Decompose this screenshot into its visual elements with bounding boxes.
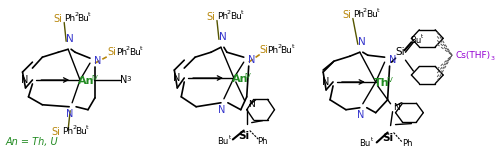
Text: N: N <box>322 77 329 87</box>
Text: N: N <box>388 55 396 65</box>
Text: t: t <box>88 12 90 17</box>
Text: N: N <box>357 110 364 120</box>
Text: 2: 2 <box>363 8 367 13</box>
Text: Th: Th <box>374 78 390 88</box>
Text: N: N <box>66 34 74 44</box>
Text: Bu: Bu <box>218 137 229 146</box>
Text: N: N <box>21 75 28 85</box>
Text: 2: 2 <box>278 44 281 49</box>
Text: N: N <box>358 37 366 47</box>
Text: IV: IV <box>386 77 394 83</box>
Text: Ph: Ph <box>116 48 127 57</box>
Text: Bu: Bu <box>128 48 140 57</box>
Text: Si: Si <box>260 45 268 55</box>
Text: N: N <box>120 75 127 85</box>
Text: Bu: Bu <box>410 36 422 45</box>
Text: N: N <box>173 73 180 83</box>
Text: N: N <box>218 105 226 115</box>
Text: N: N <box>66 109 74 119</box>
Text: Ph: Ph <box>256 137 267 146</box>
Text: Si: Si <box>396 47 405 57</box>
Text: Bu: Bu <box>360 139 370 149</box>
Text: Ph: Ph <box>353 10 364 19</box>
Text: Ph: Ph <box>64 14 76 23</box>
Text: N: N <box>248 55 255 65</box>
Text: Si: Si <box>52 127 60 136</box>
Text: N: N <box>94 56 102 66</box>
Text: Si: Si <box>382 132 393 143</box>
Text: IV: IV <box>244 73 252 79</box>
Text: Ph: Ph <box>217 12 228 21</box>
Text: t: t <box>241 10 244 15</box>
Text: Si: Si <box>238 131 250 141</box>
Text: 2: 2 <box>227 10 231 15</box>
Text: 3: 3 <box>126 76 131 82</box>
Text: An = Th, U: An = Th, U <box>6 137 59 147</box>
Text: Cs(THF): Cs(THF) <box>455 51 490 60</box>
Text: t: t <box>376 8 379 13</box>
Text: Si: Si <box>54 14 62 24</box>
Text: N: N <box>394 103 400 112</box>
Text: 3: 3 <box>491 56 495 61</box>
Text: 2: 2 <box>74 12 78 17</box>
Text: Si: Si <box>108 47 116 57</box>
Text: Bu: Bu <box>366 10 378 19</box>
Text: Ph: Ph <box>402 139 413 149</box>
Text: Si: Si <box>342 10 351 20</box>
Text: 2: 2 <box>72 125 76 130</box>
Text: An: An <box>78 76 94 86</box>
Text: t: t <box>422 34 424 39</box>
Text: t: t <box>292 44 294 49</box>
Text: Bu: Bu <box>75 127 87 136</box>
Text: An: An <box>232 74 248 84</box>
Text: t: t <box>86 125 88 130</box>
Text: N: N <box>248 100 254 109</box>
Text: t: t <box>140 46 142 51</box>
Text: Ph: Ph <box>62 127 74 136</box>
Text: Si: Si <box>206 12 215 22</box>
Text: Bu: Bu <box>280 46 292 55</box>
Text: t: t <box>370 137 373 142</box>
Text: Ph: Ph <box>268 46 278 55</box>
Text: Bu: Bu <box>77 14 89 23</box>
Text: N: N <box>219 32 226 42</box>
Text: Bu: Bu <box>230 12 241 21</box>
Text: 2: 2 <box>126 46 130 51</box>
Text: IV: IV <box>91 75 98 81</box>
Text: t: t <box>229 135 231 141</box>
